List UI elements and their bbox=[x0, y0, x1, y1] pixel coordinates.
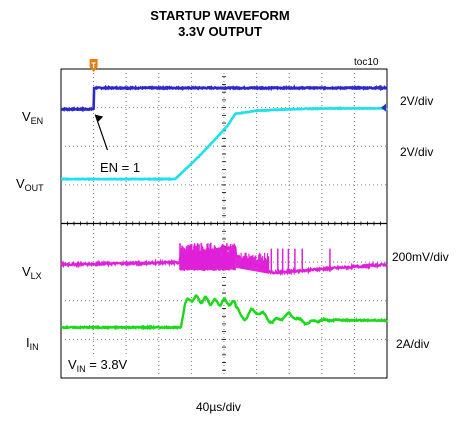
vin-annotation: VIN = 3.8V bbox=[66, 357, 130, 374]
channel-label-vout: VOUT bbox=[16, 176, 44, 193]
scale-vout: 2V/div bbox=[400, 145, 434, 159]
channel-label-ven: VEN bbox=[22, 109, 44, 126]
en-arrowhead-icon bbox=[95, 114, 104, 122]
figure-tag: toc10 bbox=[354, 57, 379, 68]
trace-ven bbox=[60, 84, 388, 112]
scale-ven: 2V/div bbox=[400, 94, 434, 108]
en-annotation: EN = 1 bbox=[98, 160, 143, 175]
scale-iin: 2A/div bbox=[396, 337, 430, 351]
en-arrow-shaft bbox=[94, 114, 109, 151]
waveform-traces bbox=[60, 84, 389, 331]
chart-title-line2: 3.3V OUTPUT bbox=[178, 24, 262, 39]
channel-label-vlx: VLX bbox=[22, 264, 42, 281]
scale-vlx: 200mV/div bbox=[392, 250, 449, 264]
channel-label-iin: IIN bbox=[26, 335, 39, 352]
trace-iin bbox=[60, 293, 389, 331]
chart-title-line1: STARTUP WAVEFORM bbox=[150, 8, 290, 23]
trace-vout bbox=[61, 106, 388, 182]
scope-markers bbox=[89, 59, 386, 151]
channel-offset-marker-icon bbox=[381, 103, 386, 112]
timebase-label: 40µs/div bbox=[196, 400, 241, 414]
